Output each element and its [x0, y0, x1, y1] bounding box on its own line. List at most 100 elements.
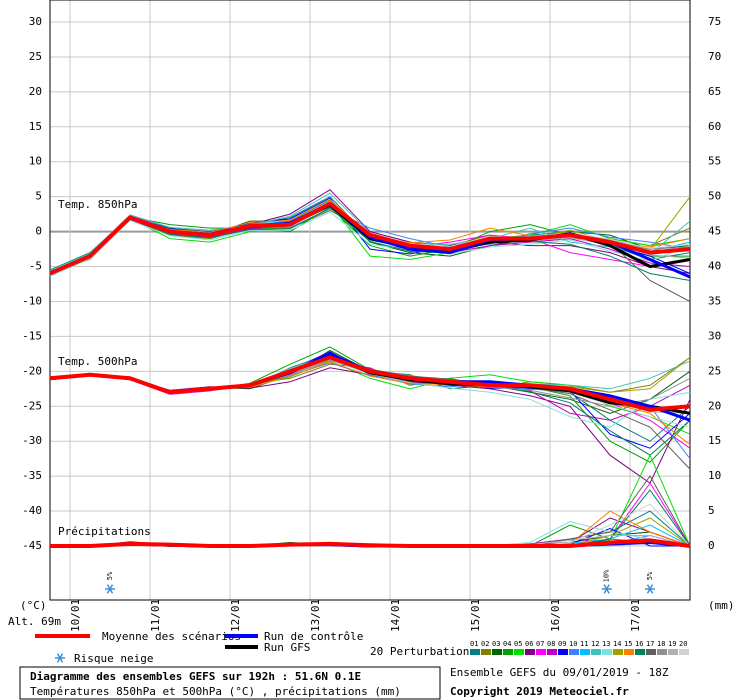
y2-tick-label: 70 — [708, 50, 721, 63]
member-swatch — [481, 649, 491, 655]
mean-line — [49, 201, 691, 276]
footer-subtitle: Températures 850hPa et 500hPa (°C) , pré… — [30, 685, 401, 698]
member-swatch — [580, 649, 590, 655]
run-info: Ensemble GEFS du 09/01/2019 - 18Z — [450, 666, 669, 679]
y-tick-label: 5 — [35, 190, 42, 203]
y2-tick-label: 25 — [708, 364, 721, 377]
member-swatch — [547, 649, 557, 655]
snow-risk-label: 10% — [603, 569, 611, 582]
snow-risk-label: 5% — [646, 571, 654, 580]
snow-risk-label: 5% — [106, 571, 114, 580]
y-tick-label: 15 — [29, 120, 42, 133]
member-label: 03 — [492, 640, 500, 648]
member-swatch — [646, 649, 656, 655]
member-label: 08 — [547, 640, 555, 648]
member-label: 12 — [591, 640, 599, 648]
member-label: 17 — [646, 640, 654, 648]
y2-tick-label: 45 — [708, 225, 721, 238]
y-tick-label: -25 — [22, 399, 42, 412]
x-tick-label: 17/01 — [629, 599, 642, 632]
y2-tick-label: 35 — [708, 294, 721, 307]
member-label: 11 — [580, 640, 588, 648]
y2-tick-label: 60 — [708, 120, 721, 133]
y2-tick-label: 5 — [708, 504, 715, 517]
member-swatch — [503, 649, 513, 655]
y-tick-label: -40 — [22, 504, 42, 517]
snow-icon — [603, 584, 610, 594]
member-swatch — [569, 649, 579, 655]
plot-frame — [49, 0, 691, 601]
legend-label: Run de contrôle — [264, 630, 363, 643]
member-label: 05 — [514, 640, 522, 648]
y-tick-label: -5 — [29, 260, 42, 273]
member-label: 15 — [624, 640, 632, 648]
x-tick-label: 13/01 — [309, 599, 322, 632]
x-tick-label: 15/01 — [469, 599, 482, 632]
y2-tick-label: 75 — [708, 15, 721, 28]
member-swatch — [613, 649, 623, 655]
member-swatch — [536, 649, 546, 655]
y2-unit: (mm) — [708, 599, 735, 612]
member-swatch — [679, 649, 689, 655]
footer-title: Diagramme des ensembles GEFS sur 192h : … — [30, 670, 361, 683]
snow-icon — [106, 584, 114, 594]
y2-tick-label: 40 — [708, 260, 721, 273]
y-tick-label: 25 — [29, 50, 42, 63]
mean-line — [50, 538, 691, 548]
snow-icon — [56, 653, 64, 663]
x-tick-label: 11/01 — [149, 599, 162, 632]
y-tick-label: -45 — [22, 539, 42, 552]
y2-tick-label: 0 — [708, 539, 715, 552]
member-swatch — [668, 649, 678, 655]
member-label: 02 — [481, 640, 489, 648]
member-label: 20 — [679, 640, 687, 648]
legend-label: Moyenne des scénarios — [102, 630, 241, 643]
y-tick-label: 20 — [29, 85, 42, 98]
member-label: 19 — [668, 640, 676, 648]
member-label: 04 — [503, 640, 511, 648]
legend-label: Risque neige — [74, 652, 153, 665]
x-tick-label: 12/01 — [229, 599, 242, 632]
member-label: 09 — [558, 640, 566, 648]
member-label: 16 — [635, 640, 643, 648]
member-label: 07 — [536, 640, 544, 648]
x-tick-label: 14/01 — [389, 599, 402, 632]
y2-tick-label: 10 — [708, 469, 721, 482]
y-tick-label: -35 — [22, 469, 42, 482]
member-label: 14 — [613, 640, 621, 648]
y2-tick-label: 20 — [708, 399, 721, 412]
member-swatch — [492, 649, 502, 655]
member-label: 10 — [569, 640, 577, 648]
panel-label: Temp. 500hPa — [58, 355, 137, 368]
y2-tick-label: 30 — [708, 329, 721, 342]
y-tick-label: -15 — [22, 329, 42, 342]
y2-tick-label: 65 — [708, 85, 721, 98]
member-swatch — [602, 649, 612, 655]
altitude: Alt. 69m — [8, 615, 61, 628]
y2-tick-label: 55 — [708, 155, 721, 168]
snow-icon — [646, 584, 654, 594]
member-label: 13 — [602, 640, 610, 648]
member-swatch — [525, 649, 535, 655]
y-tick-label: -20 — [22, 364, 42, 377]
perturbation-line — [49, 211, 691, 277]
x-tick-label: 10/01 — [69, 599, 82, 632]
mean-line — [49, 355, 691, 412]
copyright: Copyright 2019 Meteociel.fr — [450, 685, 629, 698]
member-swatch — [657, 649, 667, 655]
legend-label: Run GFS — [264, 641, 310, 654]
member-swatch — [635, 649, 645, 655]
member-swatch — [624, 649, 634, 655]
member-label: 01 — [470, 640, 478, 648]
member-label: 06 — [525, 640, 533, 648]
member-swatch — [591, 649, 601, 655]
y-tick-label: 30 — [29, 15, 42, 28]
y-tick-label: 10 — [29, 155, 42, 168]
member-label: 18 — [657, 640, 665, 648]
panel-label: Temp. 850hPa — [58, 198, 137, 211]
perturbation-line — [49, 203, 691, 274]
legend-label: 20 Perturbations — [370, 645, 476, 658]
y2-tick-label: 15 — [708, 434, 721, 447]
